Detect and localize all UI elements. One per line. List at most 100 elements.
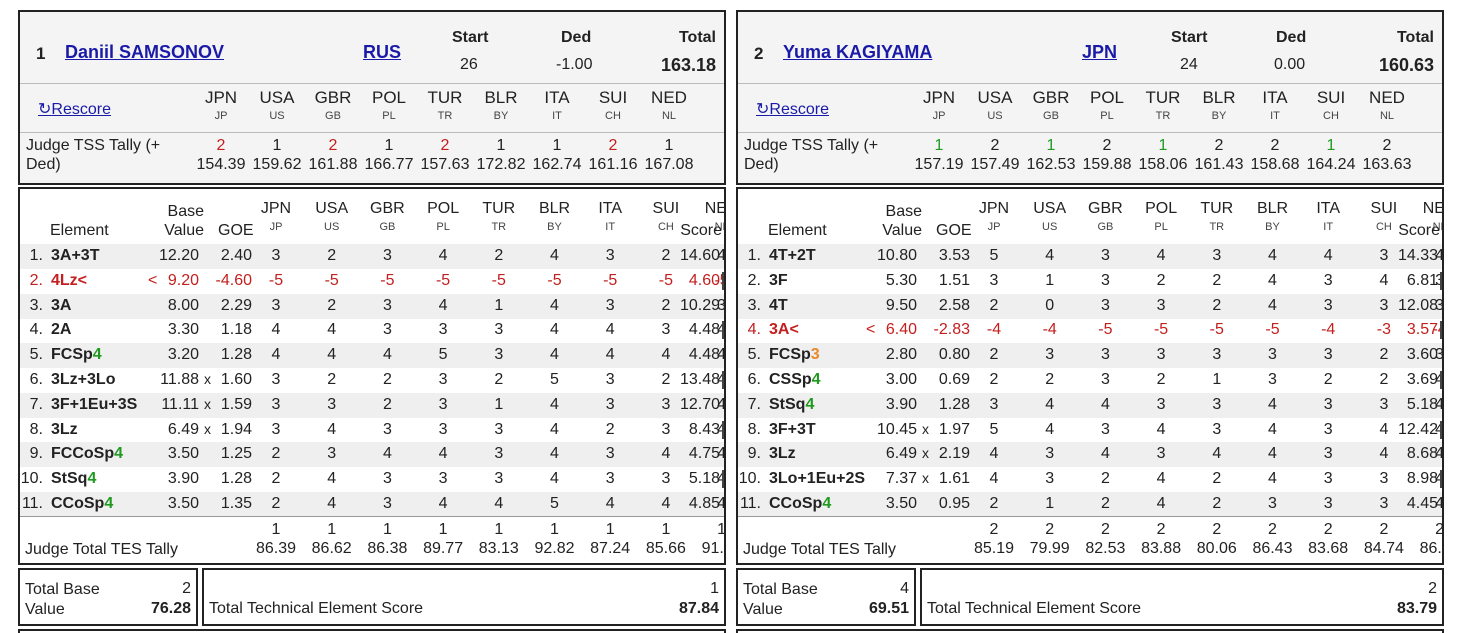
skater-name-link[interactable]: Yuma KAGIYAMA <box>783 42 933 62</box>
skater-name-link[interactable]: Daniil SAMSONOV <box>65 42 225 62</box>
judge-flag-code: PL <box>1100 110 1114 122</box>
element-score: 3.60 <box>1406 346 1438 364</box>
base-value: 3.50 <box>167 495 199 512</box>
judge-mark: 4 <box>717 445 726 463</box>
nation-link[interactable]: RUS <box>363 42 402 62</box>
tes-tally-cell: 1 87.24 <box>588 520 632 558</box>
judge-mark: 3 <box>1100 371 1110 388</box>
judge-mark: 3 <box>1100 296 1110 314</box>
element-row: 11. CCoSp4 3.50 1.35 2 4 3 4 4 5 4 4 4 4.85 <box>20 492 724 517</box>
judge-flag-code: NL <box>661 110 677 122</box>
judge-mark: 4 <box>327 495 337 512</box>
judge-mark: 3 <box>438 371 448 388</box>
judge-mark: 3 <box>1212 346 1222 364</box>
judge-mark: 3 <box>1323 346 1333 364</box>
tes-tally-cell: 2 83.68 <box>1306 520 1350 558</box>
judge-mark: 2 <box>327 247 337 264</box>
total-tes-value: 83.79 <box>1396 600 1437 617</box>
judge-mark: 3 <box>1045 445 1055 463</box>
judge-mark: 4 <box>1268 395 1277 413</box>
judge-mark: 3 <box>1100 247 1110 264</box>
judge-flag-code: NL <box>714 221 724 233</box>
tss-tally-cell: 2 159.88 <box>1080 136 1134 174</box>
second-half-bonus: x <box>204 395 211 412</box>
tally-rank: 1 <box>664 137 674 154</box>
judge-mark: -5 <box>324 271 339 289</box>
judge-mark: 3 <box>494 470 504 488</box>
judge-flag-code: BY <box>1265 221 1280 233</box>
element-level: 4 <box>822 495 832 512</box>
judge-mark: 2 <box>605 420 615 438</box>
element-code: 3F+1Eu+3S <box>51 395 138 413</box>
judge-mark: 4 <box>717 395 726 413</box>
start-value: 26 <box>460 56 478 73</box>
element-row: 1. 4T+2T 10.80 3.53 5 4 3 4 3 4 4 3 4 14.33 <box>738 244 1442 269</box>
judge-mark: 4 <box>1156 420 1166 438</box>
goe-value: 0.80 <box>938 346 970 364</box>
tally-rank: 1 <box>272 137 282 154</box>
tally-score: 162.74 <box>532 156 582 173</box>
tally-score: 92.82 <box>534 540 575 557</box>
tally-rank: 2 <box>216 137 226 154</box>
judge-mark: -5 <box>1209 321 1224 339</box>
element-code: StSq <box>51 470 88 488</box>
judge-column-header: BLR BY <box>533 200 577 233</box>
judge-mark: 3 <box>1379 247 1389 264</box>
judge-mark: 2 <box>271 470 281 488</box>
judge-nation: ITA <box>1316 200 1341 217</box>
judge-mark: -5 <box>714 271 724 289</box>
judge-mark: 3 <box>382 247 392 264</box>
judge-column-header: GBR GB <box>365 200 409 233</box>
base-value: 12.20 <box>158 247 199 264</box>
total-label: Total <box>1396 29 1434 46</box>
judge-mark: 3 <box>1268 495 1277 512</box>
judge-mark: 4 <box>1323 247 1333 264</box>
element-score: 4.48 <box>688 346 720 364</box>
element-score: 6.81 <box>1407 271 1442 290</box>
judge-mark: 3 <box>1045 470 1055 488</box>
judge-mark: 4 <box>550 346 559 364</box>
judge-mark: 3 <box>382 420 392 438</box>
judge-mark: 4 <box>717 321 726 339</box>
judge-mark: 2 <box>1212 495 1222 512</box>
tes-tally-cell: 1 86.62 <box>310 520 354 558</box>
element-row: 8. 3Lz 6.49 x 1.94 3 4 3 3 3 4 2 3 4 8.43 <box>20 418 724 443</box>
element-row: 5. FCSp3 2.80 0.80 2 3 3 3 3 3 3 2 3 3.60 <box>738 343 1442 369</box>
element-number: 5. <box>29 346 43 364</box>
tally-score: 85.66 <box>645 540 686 557</box>
base-value: 3.50 <box>885 495 917 512</box>
judge-column-header: USA US <box>310 200 354 233</box>
tss-tally-cell: 2 163.63 <box>1360 136 1414 174</box>
judge-mark: 4 <box>1379 420 1389 438</box>
judge-nation: ITA <box>598 200 623 217</box>
judge-flag-code: US <box>1042 221 1058 233</box>
judge-mark: 4 <box>1156 470 1166 488</box>
rescore-link[interactable]: ↻Rescore <box>38 101 111 118</box>
judge-mark: 3 <box>605 296 615 314</box>
judge-mark: 4 <box>661 445 671 463</box>
judge-mark: 4 <box>1268 445 1277 463</box>
tally-score: 86.62 <box>311 540 352 557</box>
element-level: 4 <box>114 445 124 463</box>
skater-header: 2 Yuma KAGIYAMA JPN Start 24 Ded 0.00 To… <box>736 10 1444 185</box>
judge-column-header: ITA IT <box>588 200 632 233</box>
judge-column-header: GBR GB <box>1024 88 1078 122</box>
total-base-value: 69.51 <box>868 600 909 617</box>
judge-nation: USA <box>315 200 349 217</box>
judge-mark: 3 <box>661 321 671 339</box>
judge-column-header: TUR TR <box>1136 88 1190 122</box>
nation-link[interactable]: JPN <box>1082 42 1118 62</box>
rescore-link[interactable]: ↻Rescore <box>756 101 829 118</box>
judge-flag-code: BY <box>547 221 562 233</box>
judge-mark: 2 <box>1212 296 1222 314</box>
judge-mark: 4 <box>494 495 504 512</box>
element-code: 3Lz <box>51 420 78 438</box>
judge-mark: 3 <box>605 445 615 463</box>
element-number: 2. <box>29 271 43 289</box>
judge-column-header: BLR BY <box>1192 88 1246 122</box>
element-code: FCSp <box>769 346 811 364</box>
judge-column-header: USA US <box>250 88 304 122</box>
judge-mark: 2 <box>661 296 671 314</box>
judge-mark: 3 <box>382 296 392 314</box>
base-value: 7.37 <box>885 470 917 488</box>
